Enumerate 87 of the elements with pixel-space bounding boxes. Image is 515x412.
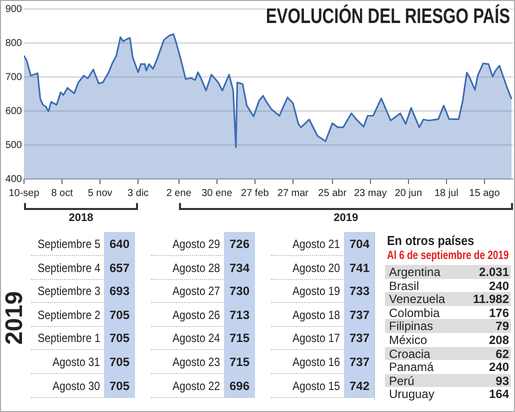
category-label: Venezuela xyxy=(389,292,446,306)
y-tick-label: 900 xyxy=(5,4,22,15)
data-label: 705 xyxy=(108,355,131,369)
data-label: 705 xyxy=(108,331,131,346)
data-label: 11.982 xyxy=(472,292,509,306)
category-label: Agosto 26 xyxy=(172,308,220,322)
category-label: Agosto 24 xyxy=(172,331,220,346)
category-label: Septiembre 1 xyxy=(37,331,100,346)
category-label: Agosto 16 xyxy=(292,355,340,369)
data-label: 62 xyxy=(496,346,509,361)
data-label: 657 xyxy=(108,260,131,275)
text: 2019 xyxy=(334,212,358,224)
x-tick-label: 2 ene xyxy=(166,188,192,199)
x-tick-label: 18 jul xyxy=(434,188,458,199)
text: Al 6 de septiembre de 2019 xyxy=(387,248,509,262)
x-tick-label: 27 feb xyxy=(241,188,270,199)
category-label: Argentina xyxy=(389,265,440,279)
x-tick-label: 8 oct xyxy=(51,188,74,199)
y-tick-label: 700 xyxy=(5,72,22,83)
data-label: 2.031 xyxy=(478,265,509,279)
data-label: 240 xyxy=(488,360,509,374)
category-label: Uruguay xyxy=(389,387,434,402)
category-label: Agosto 30 xyxy=(52,378,100,393)
category-label: Septiembre 5 xyxy=(37,237,100,251)
data-label: 737 xyxy=(348,308,371,322)
category-label: Agosto 23 xyxy=(172,355,220,369)
x-tick-label: 20 jun xyxy=(394,188,422,199)
data-label: 704 xyxy=(348,237,371,251)
x-tick-label: 27 mar xyxy=(277,188,310,199)
category-label: Agosto 17 xyxy=(292,331,340,346)
x-tick-label: 10-sep xyxy=(8,188,40,199)
data-label: 713 xyxy=(228,308,251,322)
x-tick-label: 25 abr xyxy=(318,188,348,199)
data-label: 693 xyxy=(108,284,131,298)
category-label: Colombia xyxy=(389,306,440,320)
data-label: 734 xyxy=(228,260,251,275)
data-label: 79 xyxy=(496,319,509,334)
text: 2018 xyxy=(68,212,94,224)
y-tick-label: 500 xyxy=(5,140,22,151)
data-label: 715 xyxy=(228,331,251,346)
category-label: Agosto 15 xyxy=(292,378,340,393)
x-tick-label: 3 dic xyxy=(128,188,149,199)
data-label: 733 xyxy=(348,284,371,298)
y-tick-label: 800 xyxy=(5,38,22,49)
text: 2019 xyxy=(1,290,29,346)
category-label: Agosto 21 xyxy=(292,237,340,251)
category-label: México xyxy=(389,333,428,347)
category-label: Agosto 19 xyxy=(292,284,340,298)
data-label: 737 xyxy=(348,331,371,346)
data-label: 715 xyxy=(228,355,251,369)
category-label: Agosto 31 xyxy=(52,355,100,369)
category-label: Brasil xyxy=(389,278,420,293)
data-label: 741 xyxy=(348,260,371,275)
y-tick-label: 600 xyxy=(5,106,22,117)
category-label: Croacia xyxy=(389,346,430,361)
category-label: Agosto 22 xyxy=(172,378,220,393)
category-label: Agosto 28 xyxy=(172,260,220,275)
data-label: 737 xyxy=(348,355,371,369)
data-label: 240 xyxy=(488,278,509,293)
category-label: Panamá xyxy=(389,360,434,374)
data-label: 742 xyxy=(348,378,371,393)
category-label: Filipinas xyxy=(389,319,434,334)
category-label: Septiembre 2 xyxy=(37,308,100,322)
data-label: 208 xyxy=(488,333,509,347)
data-label: 93 xyxy=(496,374,509,388)
chart-title: EVOLUCIÓN DEL RIESGO PAÍS xyxy=(266,5,510,29)
x-tick-label: 23 may xyxy=(354,188,387,199)
x-tick-label: 5 nov xyxy=(88,188,112,199)
data-label: 640 xyxy=(108,237,131,251)
category-label: Agosto 29 xyxy=(172,237,220,251)
category-label: Agosto 20 xyxy=(292,260,340,275)
data-label: 705 xyxy=(108,308,131,322)
data-label: 726 xyxy=(228,237,251,251)
category-label: Perú xyxy=(389,374,414,388)
data-label: 730 xyxy=(228,284,251,298)
category-label: Agosto 27 xyxy=(172,284,220,298)
category-label: Agosto 18 xyxy=(292,308,340,322)
data-label: 705 xyxy=(108,378,131,393)
data-label: 176 xyxy=(488,306,509,320)
data-label: 696 xyxy=(228,378,251,393)
x-tick-label: 15 ago xyxy=(469,188,500,199)
data-label: 164 xyxy=(488,387,509,402)
category-label: Septiembre 3 xyxy=(37,284,100,298)
x-tick-label: 30 ene xyxy=(202,188,233,199)
text: En otros países xyxy=(387,233,474,248)
category-label: Septiembre 4 xyxy=(37,260,100,275)
y-tick-label: 400 xyxy=(5,174,22,185)
